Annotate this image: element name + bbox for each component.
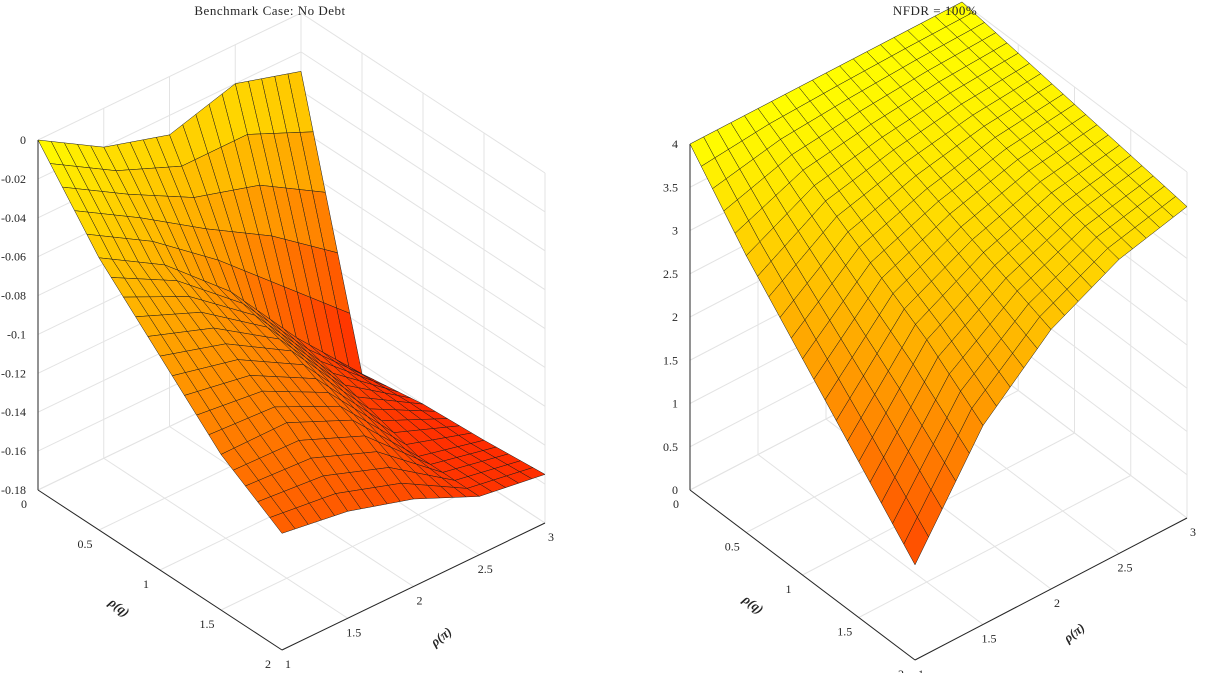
z-tick-label: 0 — [20, 133, 26, 147]
surface-plot — [37, 71, 546, 534]
z-tick-label: 2 — [672, 310, 678, 324]
x-axis-label: ρ(π) — [1060, 620, 1088, 646]
z-tick-label: 1 — [672, 397, 678, 411]
x-tick-label: 1.5 — [982, 632, 997, 646]
tick-labels: 0 -0.02 -0.04 -0.06 -0.08 -0.1 -0.12 -0.14 -0.16… — [1, 133, 554, 671]
z-tick-label: 0 — [672, 483, 678, 497]
z-tick-label: -0.18 — [1, 483, 26, 497]
z-tick-label: 4 — [672, 137, 678, 151]
z-tick-label: -0.02 — [1, 172, 26, 186]
z-tick-label: -0.08 — [1, 289, 26, 303]
y-tick-label: 0.5 — [725, 540, 740, 554]
x-axis-line — [914, 517, 1188, 661]
y-tick-label: 0 — [21, 497, 27, 511]
surface-plot — [689, 1, 1188, 566]
z-tick-label: 0.5 — [663, 440, 678, 454]
z-tick-label: 2.5 — [663, 267, 678, 281]
z-tick-label: 3 — [672, 224, 678, 238]
grid-line — [220, 482, 485, 611]
y-axis-line — [689, 489, 916, 661]
x-tick-label: 2 — [1054, 596, 1060, 610]
y-axis-label: ρ(q) — [105, 594, 132, 620]
chart-title: Benchmark Case: No Debt — [194, 3, 345, 18]
x-tick-label: 1 — [918, 667, 924, 673]
y-tick-label: 2 — [898, 667, 904, 673]
z-tick-label: -0.04 — [1, 211, 26, 225]
z-tick-label: 1.5 — [663, 353, 678, 367]
y-axis-line — [37, 489, 283, 651]
surface-patch — [269, 512, 296, 534]
y-tick-label: 1.5 — [837, 625, 852, 639]
tick-labels: 4 3.5 3 2.5 2 1.5 1 0.5 0 1 1.5 2 2.5 3 0 0.5 1 1.5 2 — [663, 137, 1196, 673]
panel-nfdr-100: NFDR = 100% 4 3.5 3 2.5 2 1.5 1 0.5 0 1 1.5 2 2.5 3 0 0… — [663, 1, 1196, 673]
x-tick-label: 2.5 — [478, 562, 493, 576]
y-tick-label: 1 — [143, 577, 149, 591]
z-tick-label: 3.5 — [663, 180, 678, 194]
chart-title: NFDR = 100% — [893, 3, 977, 18]
y-tick-label: 1 — [786, 582, 792, 596]
surface-patch — [903, 516, 929, 566]
z-tick-label: -0.16 — [1, 444, 26, 458]
panel-benchmark-no-debt: Benchmark Case: No Debt 0 -0.02 -0.04 -0.06… — [1, 3, 554, 671]
z-tick-label: -0.12 — [1, 366, 26, 380]
x-tick-label: 2.5 — [1118, 561, 1133, 575]
z-tick-label: -0.06 — [1, 250, 26, 264]
x-axis-label: ρ(π) — [427, 624, 455, 650]
x-tick-label: 1 — [285, 657, 291, 671]
x-tick-label: 2 — [417, 594, 423, 608]
y-tick-label: 0 — [673, 497, 679, 511]
y-tick-label: 1.5 — [200, 617, 215, 631]
z-tick-label: -0.1 — [7, 327, 26, 341]
y-tick-label: 2 — [265, 657, 271, 671]
y-tick-label: 0.5 — [78, 537, 93, 551]
grid-line — [858, 475, 1131, 618]
x-axis-line — [281, 522, 546, 651]
y-axis-label: ρ(q) — [739, 591, 766, 617]
x-tick-label: 1.5 — [346, 625, 361, 639]
x-tick-label: 3 — [548, 530, 554, 544]
z-tick-label: -0.14 — [1, 405, 26, 419]
x-tick-label: 3 — [1190, 525, 1196, 539]
